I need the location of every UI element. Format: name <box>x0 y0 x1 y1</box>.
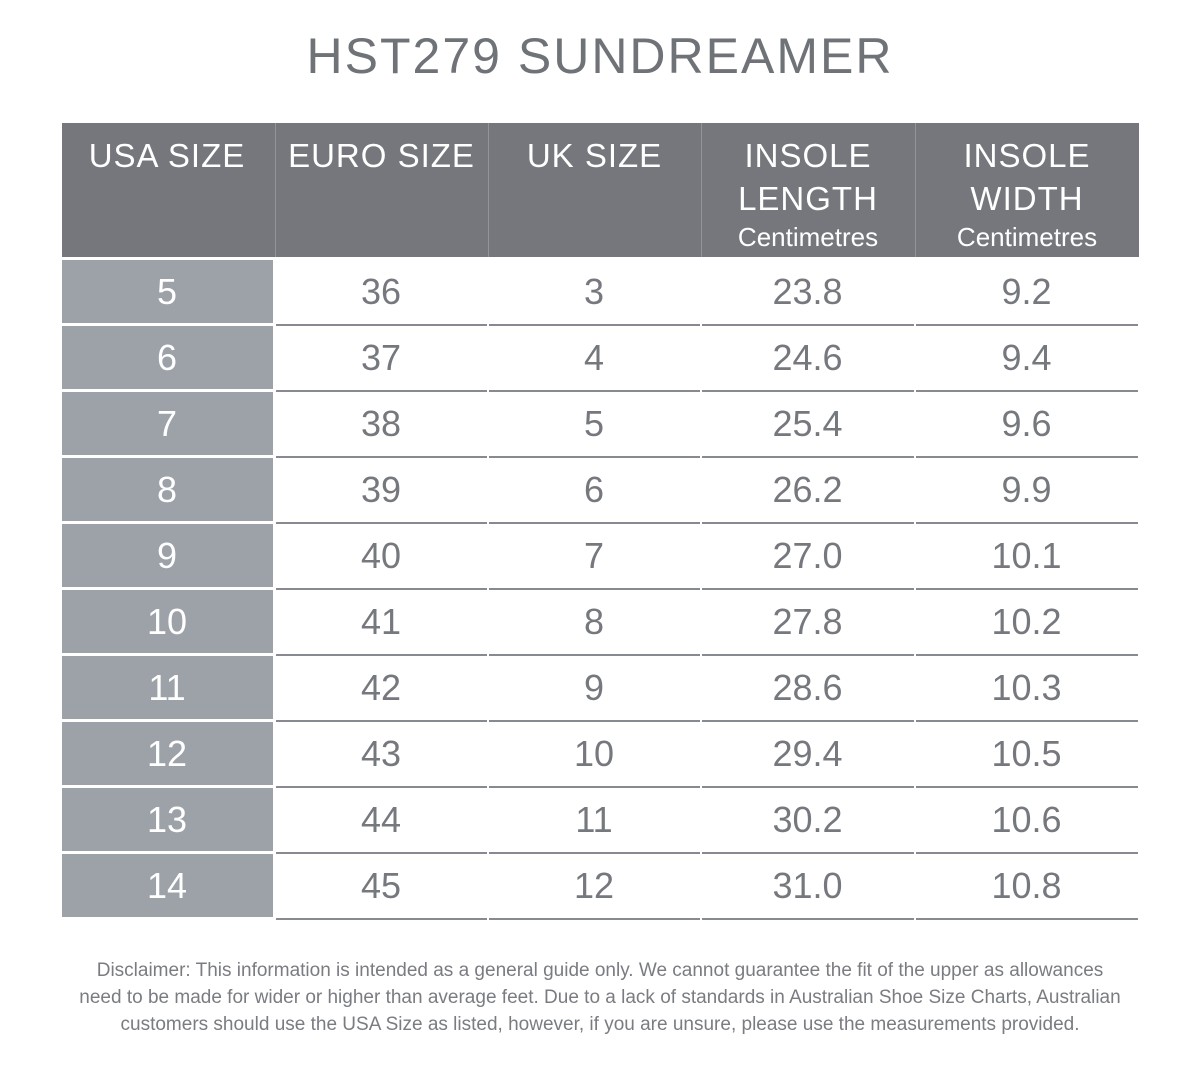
usa-size-cell: 8 <box>61 458 273 521</box>
column-header-unit: Centimetres <box>956 222 1098 252</box>
table-row: 11 42 9 28.6 10.3 <box>61 656 1139 722</box>
table-cell: 24.6 <box>700 326 915 392</box>
column-header-label: INSOLE <box>963 137 1091 174</box>
table-row: 7 38 5 25.4 9.6 <box>61 392 1139 458</box>
table-row: 6 37 4 24.6 9.4 <box>61 326 1139 392</box>
page-title: HST279 SUNDREAMER <box>306 28 894 84</box>
size-chart-page: HST279 SUNDREAMER USA SIZE EURO SIZE UK … <box>0 28 1200 1088</box>
table-cell: 45 <box>274 854 488 920</box>
table-cell: 44 <box>274 788 488 854</box>
column-header-insole-width: INSOLE WIDTH Centimetres <box>914 123 1139 257</box>
table-body: 5 36 3 23.8 9.2 6 37 4 24.6 9.4 7 38 5 25.4 9.6 8 39 6 26.… <box>61 260 1139 920</box>
table-cell: 27.8 <box>700 590 915 656</box>
table-cell: 38 <box>274 392 488 458</box>
table-cell: 9.2 <box>914 260 1139 326</box>
table-cell: 10.3 <box>914 656 1139 722</box>
table-row: 13 44 11 30.2 10.6 <box>61 788 1139 854</box>
table-header-row: USA SIZE EURO SIZE UK SIZE INSOLE LENGTH… <box>61 123 1139 257</box>
table-cell: 10 <box>487 722 701 788</box>
table-cell: 26.2 <box>700 458 915 524</box>
table-cell: 6 <box>487 458 701 524</box>
size-table: USA SIZE EURO SIZE UK SIZE INSOLE LENGTH… <box>61 123 1139 920</box>
table-cell: 42 <box>274 656 488 722</box>
usa-size-cell: 12 <box>61 722 273 785</box>
column-header-label-line2: WIDTH <box>970 180 1084 217</box>
usa-size-cell: 7 <box>61 392 273 455</box>
table-cell: 41 <box>274 590 488 656</box>
column-header-uk-size: UK SIZE <box>487 123 701 257</box>
table-cell: 9.4 <box>914 326 1139 392</box>
table-cell: 11 <box>487 788 701 854</box>
column-header-insole-length: INSOLE LENGTH Centimetres <box>700 123 915 257</box>
usa-size-cell: 10 <box>61 590 273 653</box>
table-cell: 23.8 <box>700 260 915 326</box>
table-cell: 9.9 <box>914 458 1139 524</box>
disclaimer-line-2: need to be made for wider or higher than… <box>79 987 1121 1008</box>
table-cell: 12 <box>487 854 701 920</box>
column-header-unit: Centimetres <box>737 222 879 252</box>
table-row: 9 40 7 27.0 10.1 <box>61 524 1139 590</box>
usa-size-cell: 11 <box>61 656 273 719</box>
table-cell: 10.1 <box>914 524 1139 590</box>
table-cell: 5 <box>487 392 701 458</box>
table-cell: 10.2 <box>914 590 1139 656</box>
table-cell: 40 <box>274 524 488 590</box>
usa-size-cell: 13 <box>61 788 273 851</box>
usa-size-cell: 6 <box>61 326 273 389</box>
disclaimer-line-3: customers should use the USA Size as lis… <box>120 1014 1080 1035</box>
table-cell: 31.0 <box>700 854 915 920</box>
table-cell: 7 <box>487 524 701 590</box>
table-cell: 9 <box>487 656 701 722</box>
table-cell: 37 <box>274 326 488 392</box>
column-header-usa-size: USA SIZE <box>62 123 273 257</box>
column-header-label-line2: LENGTH <box>738 180 878 217</box>
usa-size-cell: 5 <box>61 260 273 323</box>
table-cell: 10.5 <box>914 722 1139 788</box>
table-row: 14 45 12 31.0 10.8 <box>61 854 1139 920</box>
table-cell: 29.4 <box>700 722 915 788</box>
usa-size-cell: 14 <box>61 854 273 917</box>
table-cell: 39 <box>274 458 488 524</box>
table-cell: 43 <box>274 722 488 788</box>
table-cell: 25.4 <box>700 392 915 458</box>
table-cell: 10.8 <box>914 854 1139 920</box>
table-cell: 30.2 <box>700 788 915 854</box>
table-cell: 36 <box>274 260 488 326</box>
table-cell: 28.6 <box>700 656 915 722</box>
disclaimer-text: Disclaimer: This information is intended… <box>0 957 1200 1038</box>
table-cell: 10.6 <box>914 788 1139 854</box>
column-header-euro-size: EURO SIZE <box>274 123 488 257</box>
table-row: 12 43 10 29.4 10.5 <box>61 722 1139 788</box>
table-cell: 27.0 <box>700 524 915 590</box>
table-cell: 3 <box>487 260 701 326</box>
column-header-label: UK SIZE <box>526 137 663 174</box>
column-header-label: USA SIZE <box>88 137 246 174</box>
table-row: 10 41 8 27.8 10.2 <box>61 590 1139 656</box>
column-header-label: INSOLE <box>744 137 872 174</box>
table-cell: 4 <box>487 326 701 392</box>
table-cell: 9.6 <box>914 392 1139 458</box>
table-row: 5 36 3 23.8 9.2 <box>61 260 1139 326</box>
disclaimer-line-1: Disclaimer: This information is intended… <box>96 960 1104 981</box>
table-row: 8 39 6 26.2 9.9 <box>61 458 1139 524</box>
table-cell: 8 <box>487 590 701 656</box>
usa-size-cell: 9 <box>61 524 273 587</box>
column-header-label: EURO SIZE <box>288 137 475 174</box>
